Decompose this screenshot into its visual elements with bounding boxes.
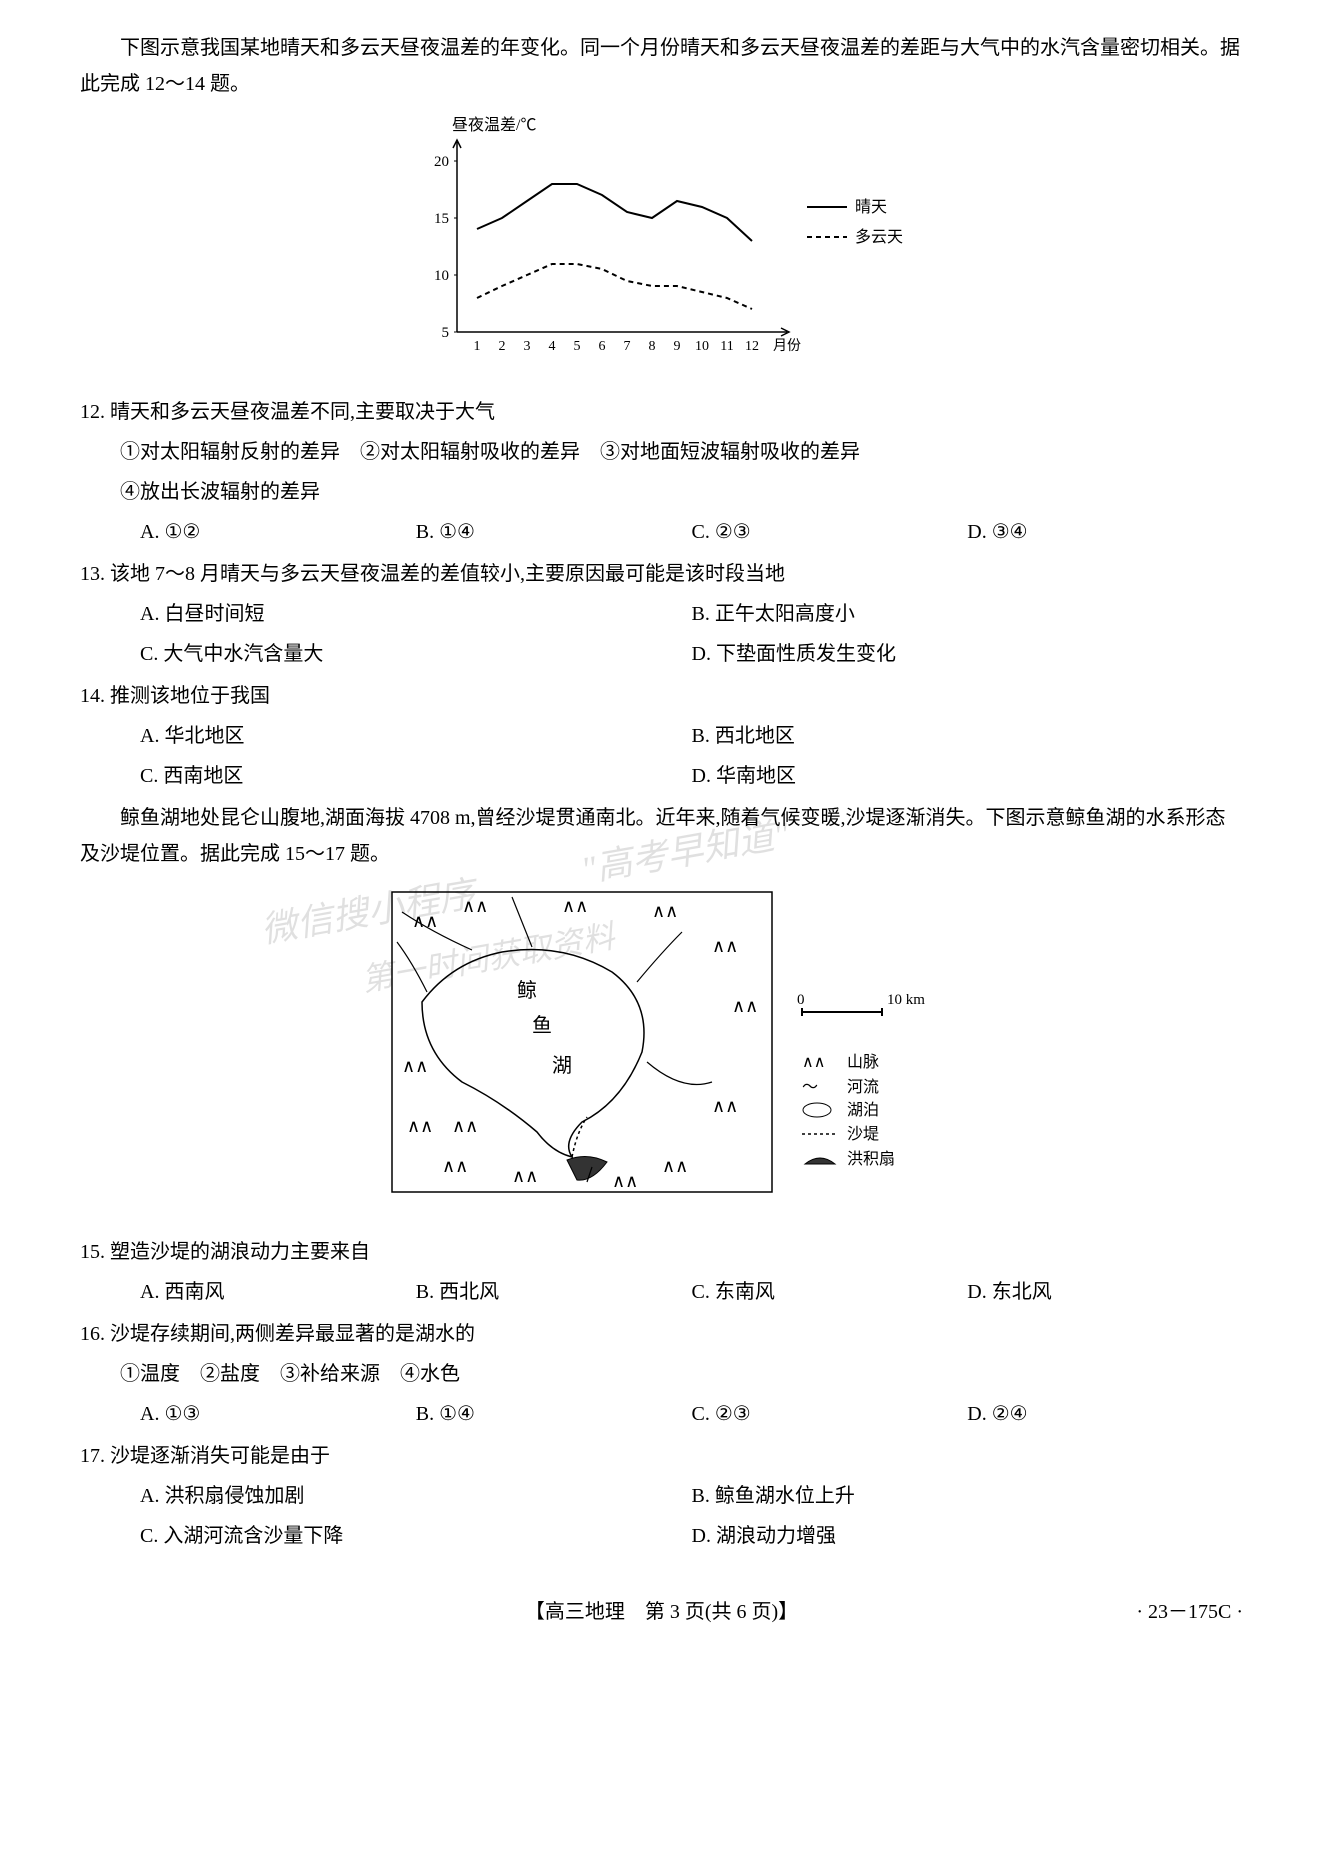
q12-opt-c: C. ②③ [692, 514, 968, 550]
page-footer: 【高三地理 第 3 页(共 6 页)】 · 23－175C · [80, 1594, 1243, 1630]
svg-text:～: ～ [802, 1079, 818, 1096]
lake-map: ∧∧ ∧∧ ∧∧ ∧∧ ∧∧ ∧∧ ∧∧ ∧∧ ∧∧ ∧∧ ∧∧ ∧∧ ∧∧ ∧… [80, 882, 1243, 1224]
q14-opt-d: D. 华南地区 [692, 758, 1244, 794]
svg-text:∧∧: ∧∧ [712, 1096, 738, 1116]
q14-opt-c: C. 西南地区 [140, 758, 692, 794]
legend-mountain: 山脉 [847, 1053, 879, 1071]
svg-text:2: 2 [498, 339, 505, 354]
svg-text:∧∧: ∧∧ [732, 996, 758, 1016]
q12-items-1: ①对太阳辐射反射的差异 ②对太阳辐射吸收的差异 ③对地面短波辐射吸收的差异 [80, 434, 1243, 470]
lake-label-1: 鲸 [517, 979, 537, 1002]
q14-opt-a: A. 华北地区 [140, 718, 692, 754]
q15-opt-b: B. 西北风 [416, 1274, 692, 1310]
svg-text:8: 8 [648, 339, 655, 354]
question-16: 16. 沙堤存续期间,两侧差异最显著的是湖水的 ①温度 ②盐度 ③补给来源 ④水… [80, 1316, 1243, 1432]
svg-text:∧∧: ∧∧ [442, 1156, 468, 1176]
q12-opt-d: D. ③④ [967, 514, 1243, 550]
svg-text:3: 3 [523, 339, 530, 354]
q13-opt-d: D. 下垫面性质发生变化 [692, 636, 1244, 672]
svg-text:∧∧: ∧∧ [407, 1116, 433, 1136]
q15-stem: 15. 塑造沙堤的湖浪动力主要来自 [80, 1234, 1243, 1270]
svg-text:∧∧: ∧∧ [512, 1166, 538, 1186]
q15-opt-d: D. 东北风 [967, 1274, 1243, 1310]
svg-text:4: 4 [548, 339, 555, 354]
q16-opt-a: A. ①③ [140, 1396, 416, 1432]
svg-text:∧∧: ∧∧ [612, 1171, 638, 1191]
svg-text:∧∧: ∧∧ [402, 1056, 428, 1076]
q13-opt-c: C. 大气中水汽含量大 [140, 636, 692, 672]
question-13: 13. 该地 7～8 月晴天与多云天昼夜温差的差值较小,主要原因最可能是该时段当… [80, 556, 1243, 672]
legend-sunny: 晴天 [855, 198, 887, 216]
legend-sandbar: 沙堤 [847, 1125, 879, 1143]
legend-lake: 湖泊 [847, 1101, 879, 1119]
svg-text:5: 5 [441, 325, 449, 341]
svg-text:10: 10 [695, 339, 709, 354]
q16-opt-b: B. ①④ [416, 1396, 692, 1432]
chart-xlabel: 月份 [773, 338, 801, 354]
q17-opt-a: A. 洪积扇侵蚀加剧 [140, 1478, 692, 1514]
footer-center: 【高三地理 第 3 页(共 6 页)】 [525, 1601, 798, 1623]
lake-label-3: 湖 [552, 1054, 572, 1077]
svg-text:∧∧: ∧∧ [562, 896, 588, 916]
temperature-chart: 昼夜温差/℃ 5 10 15 20 1 2 3 4 5 6 7 8 9 10 1… [80, 112, 1243, 384]
q15-opt-c: C. 东南风 [692, 1274, 968, 1310]
q17-opt-b: B. 鲸鱼湖水位上升 [692, 1478, 1244, 1514]
svg-text:11: 11 [720, 339, 733, 354]
question-17: 17. 沙堤逐渐消失可能是由于 A. 洪积扇侵蚀加剧 B. 鲸鱼湖水位上升 C.… [80, 1438, 1243, 1554]
q17-opt-c: C. 入湖河流含沙量下降 [140, 1518, 692, 1554]
legend-river: 河流 [847, 1078, 879, 1096]
q16-stem: 16. 沙堤存续期间,两侧差异最显著的是湖水的 [80, 1316, 1243, 1352]
q13-opt-b: B. 正午太阳高度小 [692, 596, 1244, 632]
svg-text:12: 12 [745, 339, 759, 354]
q13-opt-a: A. 白昼时间短 [140, 596, 692, 632]
question-12: 12. 晴天和多云天昼夜温差不同,主要取决于大气 ①对太阳辐射反射的差异 ②对太… [80, 394, 1243, 550]
svg-text:5: 5 [573, 339, 580, 354]
svg-text:10: 10 [434, 268, 449, 284]
q14-opt-b: B. 西北地区 [692, 718, 1244, 754]
q15-opt-a: A. 西南风 [140, 1274, 416, 1310]
q16-items: ①温度 ②盐度 ③补给来源 ④水色 [80, 1356, 1243, 1392]
svg-text:1: 1 [473, 339, 480, 354]
q12-opt-a: A. ①② [140, 514, 416, 550]
footer-code: · 23－175C · [1136, 1594, 1243, 1630]
svg-text:10 km: 10 km [887, 992, 925, 1008]
question-14: 14. 推测该地位于我国 A. 华北地区 B. 西北地区 C. 西南地区 D. … [80, 678, 1243, 794]
svg-text:∧∧: ∧∧ [802, 1054, 825, 1071]
svg-text:∧∧: ∧∧ [712, 936, 738, 956]
q17-opt-d: D. 湖浪动力增强 [692, 1518, 1244, 1554]
legend-cloudy: 多云天 [855, 228, 903, 246]
q16-opt-d: D. ②④ [967, 1396, 1243, 1432]
svg-text:∧∧: ∧∧ [412, 911, 438, 931]
intro-paragraph-2: 鲸鱼湖地处昆仑山腹地,湖面海拔 4708 m,曾经沙堤贯通南北。近年来,随着气候… [80, 800, 1243, 872]
svg-text:20: 20 [434, 154, 449, 170]
svg-text:∧∧: ∧∧ [652, 901, 678, 921]
svg-text:∧∧: ∧∧ [462, 896, 488, 916]
q13-stem: 13. 该地 7～8 月晴天与多云天昼夜温差的差值较小,主要原因最可能是该时段当… [80, 556, 1243, 592]
svg-text:0: 0 [797, 992, 805, 1008]
svg-text:9: 9 [673, 339, 680, 354]
q14-stem: 14. 推测该地位于我国 [80, 678, 1243, 714]
legend-fan: 洪积扇 [847, 1150, 895, 1168]
svg-text:6: 6 [598, 339, 605, 354]
chart-ylabel: 昼夜温差/℃ [452, 116, 536, 134]
svg-text:∧∧: ∧∧ [662, 1156, 688, 1176]
q16-opt-c: C. ②③ [692, 1396, 968, 1432]
svg-text:7: 7 [623, 339, 630, 354]
q17-stem: 17. 沙堤逐渐消失可能是由于 [80, 1438, 1243, 1474]
q12-items-2: ④放出长波辐射的差异 [80, 474, 1243, 510]
question-15: 15. 塑造沙堤的湖浪动力主要来自 A. 西南风 B. 西北风 C. 东南风 D… [80, 1234, 1243, 1310]
lake-label-2: 鱼 [532, 1014, 552, 1037]
intro-paragraph-1: 下图示意我国某地晴天和多云天昼夜温差的年变化。同一个月份晴天和多云天昼夜温差的差… [80, 30, 1243, 102]
q12-opt-b: B. ①④ [416, 514, 692, 550]
svg-text:∧∧: ∧∧ [452, 1116, 478, 1136]
q12-stem: 12. 晴天和多云天昼夜温差不同,主要取决于大气 [80, 394, 1243, 430]
svg-text:15: 15 [434, 211, 449, 227]
